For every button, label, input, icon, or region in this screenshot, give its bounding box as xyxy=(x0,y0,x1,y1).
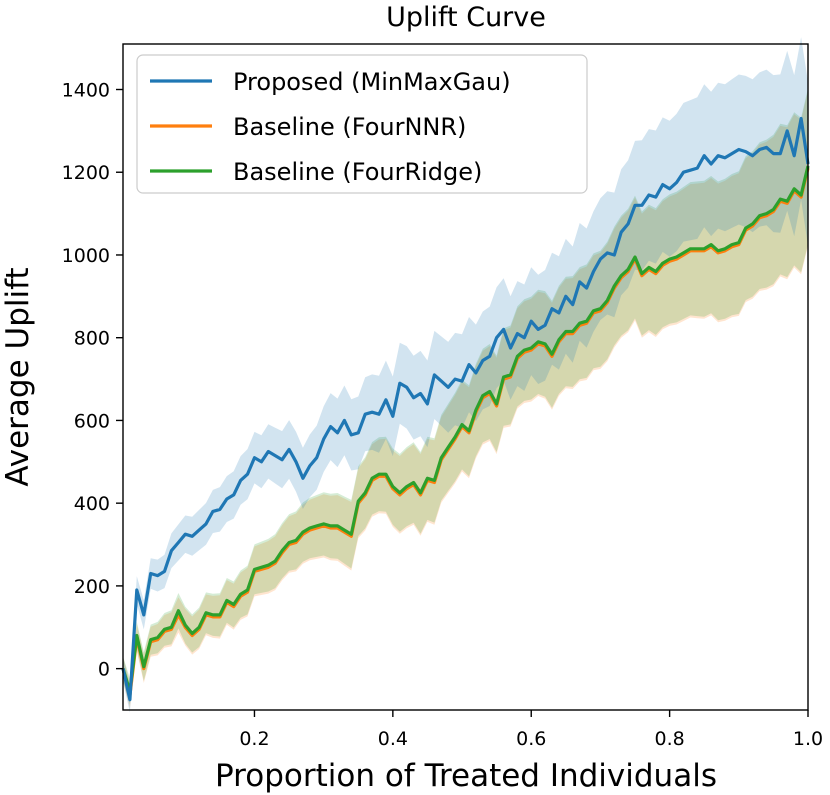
x-axis-label: Proportion of Treated Individuals xyxy=(215,758,717,794)
confidence-band-1 xyxy=(123,90,808,709)
legend-label-1: Baseline (FourNNR) xyxy=(233,113,466,141)
x-tick-label: 0.6 xyxy=(516,728,546,750)
x-tick-label: 0.4 xyxy=(378,728,408,750)
y-tick-label: 800 xyxy=(74,328,110,350)
legend-box xyxy=(136,54,588,194)
y-axis-ticks: 0 200 400 600 800 1000 1200 1400 xyxy=(62,80,123,681)
legend-label-2: Baseline (FourRidge) xyxy=(233,158,482,186)
series-lines xyxy=(121,116,810,702)
x-tick-label: 0.8 xyxy=(655,728,685,750)
y-axis-label: Average Uplift xyxy=(0,267,36,486)
legend: Proposed (MinMaxGau) Baseline (FourNNR) Ba… xyxy=(136,54,588,194)
series-line-2 xyxy=(121,165,810,694)
chart-title: Uplift Curve xyxy=(386,2,546,33)
y-tick-label: 400 xyxy=(74,493,110,515)
y-tick-label: 1400 xyxy=(62,80,110,102)
y-tick-label: 600 xyxy=(74,410,110,432)
x-tick-label: 0.2 xyxy=(239,728,269,750)
confidence-band-2 xyxy=(123,88,808,705)
series-line-0 xyxy=(121,116,810,702)
legend-label-0: Proposed (MinMaxGau) xyxy=(233,68,511,96)
x-axis-ticks: 0.2 0.4 0.6 0.8 1.0 xyxy=(239,710,823,750)
y-tick-label: 1000 xyxy=(62,245,110,267)
y-tick-label: 200 xyxy=(74,576,110,598)
x-tick-label: 1.0 xyxy=(793,728,823,750)
y-tick-label: 1200 xyxy=(62,162,110,184)
y-tick-label: 0 xyxy=(98,659,110,681)
plot-frame xyxy=(122,43,809,711)
